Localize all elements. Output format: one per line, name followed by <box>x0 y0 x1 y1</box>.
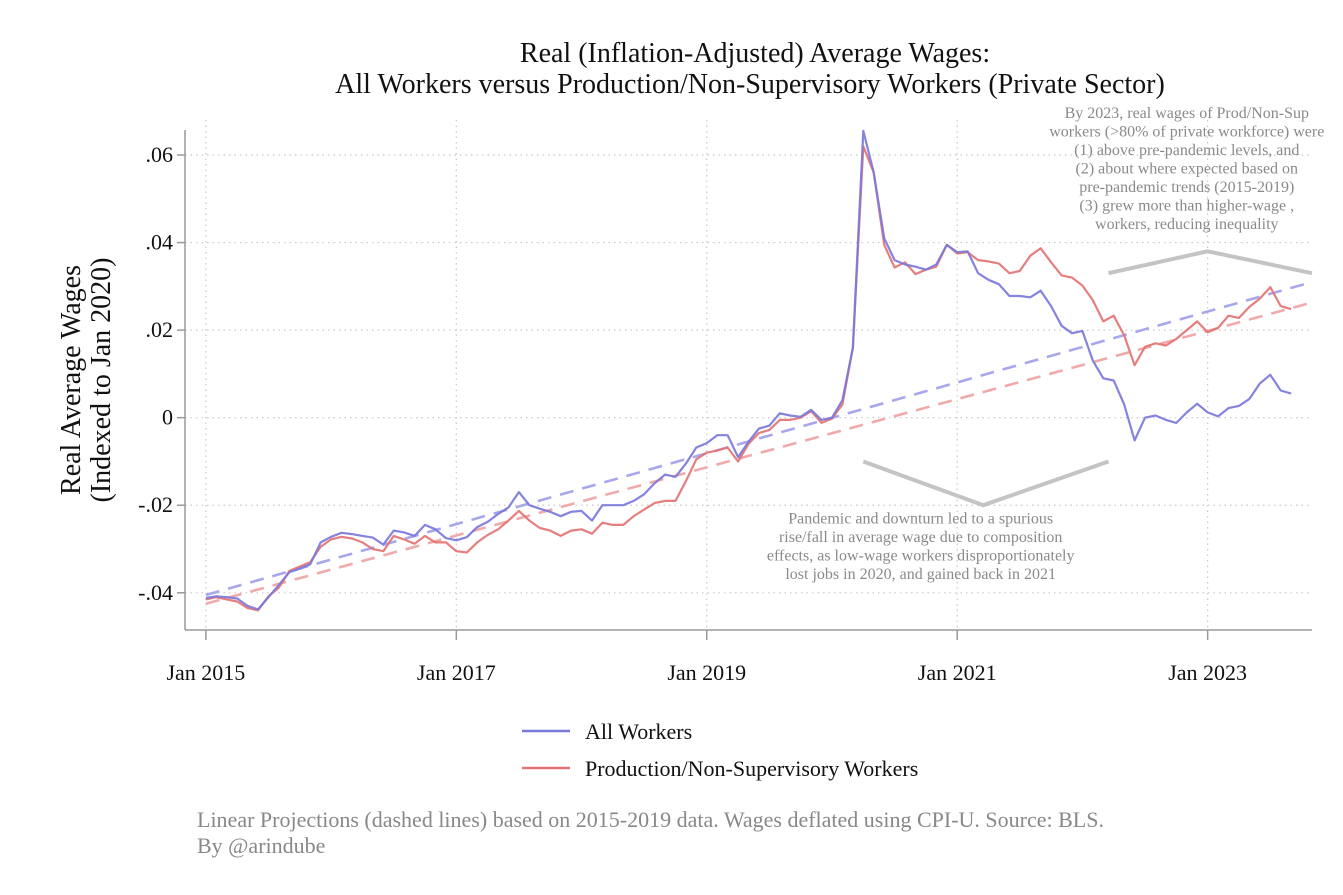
y-axis-title: Real Average Wages (Indexed to Jan 2020) <box>56 258 117 503</box>
y-tick-label: .02 <box>146 317 174 342</box>
annotation-line: Pandemic and downturn led to a spurious <box>788 511 1053 528</box>
annotation-line: workers (>80% of private workforce) were <box>1049 123 1324 140</box>
x-tick-label: Jan 2021 <box>918 660 997 685</box>
annotation-line: (1) above pre-pandemic levels, and <box>1074 142 1299 159</box>
annotation-top-note: By 2023, real wages of Prod/Non-Supworke… <box>1049 105 1324 233</box>
annotation-brackets <box>862 249 1313 508</box>
annotation-bottom-note: Pandemic and downturn led to a spuriousr… <box>767 511 1075 584</box>
annotation-line: (3) grew more than higher-wage , <box>1079 197 1294 214</box>
axes: -.04 -.02 0 .02 .04 .06 Jan 2015 Jan 2017 Jan 20… <box>138 130 1312 685</box>
legend-label-all-workers: All Workers <box>585 719 692 744</box>
legend: All Workers Production/Non-Supervisory W… <box>522 719 918 781</box>
y-tick-label: .04 <box>146 230 174 255</box>
chart-title-line-1: Real (Inflation-Adjusted) Average Wages: <box>520 38 990 69</box>
y-axis-title-line-1: Real Average Wages <box>56 265 87 495</box>
annotation-line: effects, as low-wage workers disproporti… <box>767 548 1075 565</box>
footer-byline: By @arindube <box>197 833 325 858</box>
chart-title: Real (Inflation-Adjusted) Average Wages:… <box>335 38 1165 100</box>
bottom-bracket <box>862 459 1110 508</box>
x-tick-label: Jan 2019 <box>667 660 746 685</box>
legend-label-production: Production/Non-Supervisory Workers <box>585 756 918 781</box>
y-axis-title-line-2: (Indexed to Jan 2020) <box>86 258 117 503</box>
series-line-production-non-supervisory-workers <box>205 145 1292 612</box>
series-lines <box>205 129 1292 612</box>
y-tick-label: -.04 <box>138 580 173 605</box>
y-tick-label: -.02 <box>138 492 173 517</box>
footer: Linear Projections (dashed lines) based … <box>197 807 1104 858</box>
annotation-line: pre-pandemic trends (2015-2019) <box>1079 179 1294 196</box>
y-tick-label: .06 <box>146 142 174 167</box>
grid <box>185 120 1312 630</box>
annotation-line: rise/fall in average wage due to composi… <box>779 529 1062 546</box>
top-bracket <box>1108 249 1313 276</box>
projection-line-production-non-supervisory-workers <box>205 301 1313 605</box>
annotation-line: lost jobs in 2020, and gained back in 20… <box>785 566 1056 583</box>
annotation-line: (2) about where expected based on <box>1075 160 1298 177</box>
projection-lines <box>205 280 1313 605</box>
x-tick-label: Jan 2017 <box>417 660 496 685</box>
annotation-line: workers, reducing inequality <box>1095 216 1279 233</box>
x-tick-label: Jan 2023 <box>1168 660 1247 685</box>
series-line-all-workers <box>205 129 1292 611</box>
footer-source-note: Linear Projections (dashed lines) based … <box>197 807 1104 832</box>
y-tick-label: 0 <box>162 405 173 430</box>
annotations: By 2023, real wages of Prod/Non-Supworke… <box>767 105 1324 583</box>
annotation-line: By 2023, real wages of Prod/Non-Sup <box>1065 105 1309 122</box>
x-tick-label: Jan 2015 <box>166 660 245 685</box>
chart-title-line-2: All Workers versus Production/Non-Superv… <box>335 69 1165 100</box>
